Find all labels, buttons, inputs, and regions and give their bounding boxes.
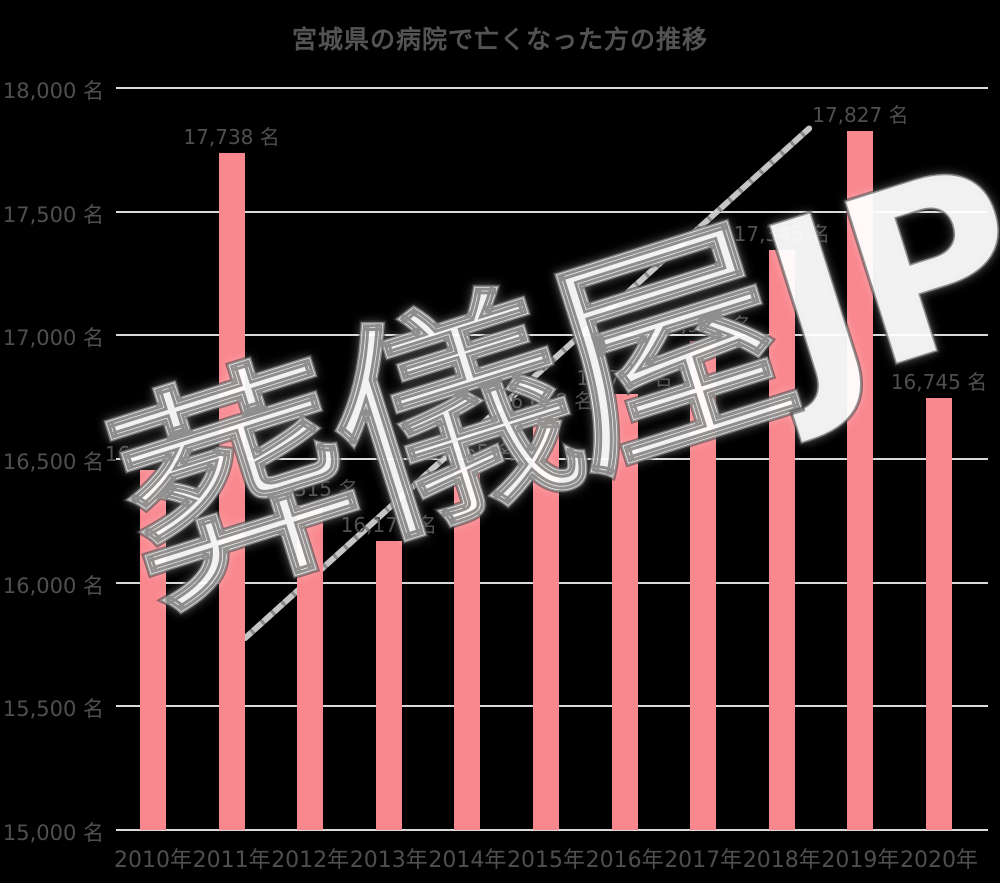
bar-2011年 — [218, 152, 245, 830]
x-tick-label: 2014年 — [428, 848, 507, 873]
x-tick-label: 2010年 — [114, 848, 192, 873]
bar-value-label: 16,976 名 — [655, 313, 752, 338]
y-tick-label: 15,500 名 — [2, 697, 104, 722]
y-gridline — [116, 334, 988, 337]
bar-2015年 — [533, 417, 559, 830]
y-tick-label: 17,500 名 — [2, 202, 104, 227]
x-tick-label: 2011年 — [192, 848, 271, 873]
bar-2019年 — [847, 130, 874, 830]
bar-value-label: 16,315 名 — [262, 476, 359, 501]
bar-2010年 — [140, 470, 166, 830]
y-tick-label: 15,000 名 — [2, 821, 104, 845]
bar-value-label: 16,763 名 — [576, 365, 673, 390]
bar-value-label: 16,465 名 — [419, 439, 516, 464]
x-tick-label: 2017年 — [664, 848, 743, 873]
x-tick-label: 2012年 — [271, 848, 350, 873]
y-tick-label: 16,500 名 — [2, 450, 104, 474]
bar-2012年 — [297, 504, 324, 830]
bar-2016年 — [611, 393, 638, 830]
y-tick-label: 16,000 名 — [2, 573, 104, 598]
x-tick-label: 2013年 — [349, 848, 428, 873]
x-tick-label: 2015年 — [507, 848, 585, 873]
trend-line — [240, 124, 814, 643]
bar-value-label: 16,745 名 — [890, 370, 988, 395]
y-gridline — [116, 829, 988, 831]
bar-2017年 — [690, 341, 717, 830]
bar-value-label: 16,455 名 — [104, 442, 202, 467]
y-gridline — [116, 210, 988, 213]
x-tick-label: 2018年 — [742, 848, 821, 873]
y-tick-label: 17,000 名 — [2, 326, 104, 351]
bar-2018年 — [768, 250, 795, 830]
bar-value-label: 17,738 名 — [183, 124, 280, 149]
bar-value-label: 16,668 名 — [497, 389, 595, 414]
bar-2020年 — [926, 398, 952, 830]
bar-2014年 — [454, 467, 481, 830]
y-gridline — [116, 87, 988, 89]
chart-title: 宮城県の病院で亡くなった方の推移 — [291, 25, 708, 54]
bar-value-label: 16,170 名 — [340, 512, 437, 537]
x-tick-label: 2019年 — [821, 848, 900, 873]
bar-value-label: 17,345 名 — [733, 222, 830, 246]
bar-value-label: 17,827 名 — [812, 102, 909, 127]
y-tick-label: 18,000 名 — [2, 79, 104, 103]
x-tick-label: 2020年 — [900, 848, 978, 873]
x-tick-label: 2016年 — [585, 848, 664, 873]
bar-2013年 — [375, 540, 402, 830]
